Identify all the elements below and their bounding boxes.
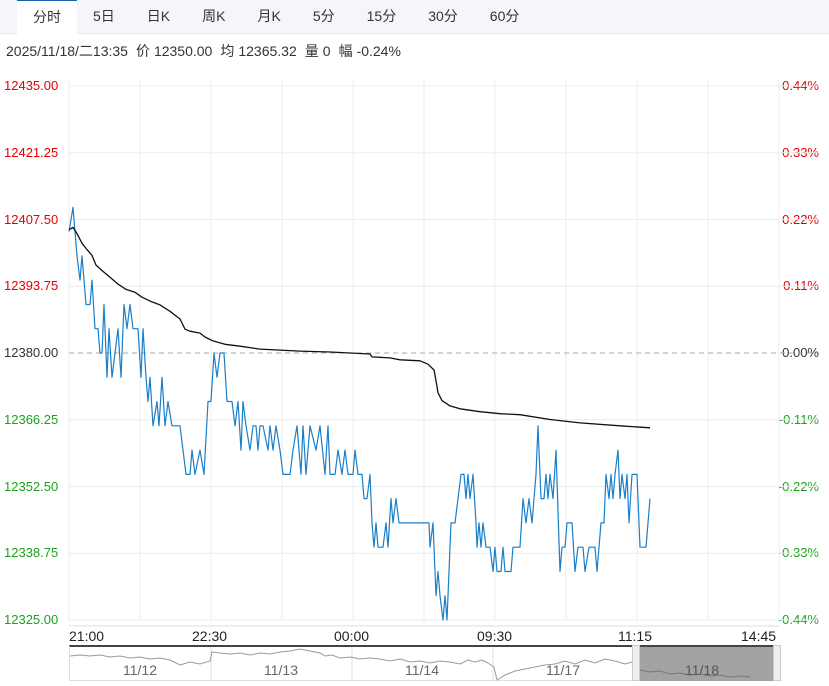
navigator-date: 11/18	[685, 662, 719, 678]
range-navigator[interactable]: 11/12 11/13 11/14 11/17 11/18	[69, 645, 781, 681]
x-tick-label: 21:00	[69, 628, 105, 644]
price-tick-label: 12338.75	[4, 545, 59, 561]
price-tick-label: 12380.00	[4, 345, 59, 360]
average-price-line	[68, 226, 651, 429]
navigator-date: 11/17	[546, 662, 580, 678]
price-tick-label: 12407.50	[4, 211, 59, 227]
x-tick-label: 09:30	[477, 628, 513, 644]
avg-value: 12365.32	[238, 43, 297, 59]
navigator-selection-sparkline	[640, 669, 751, 678]
change-label: 幅	[338, 43, 353, 59]
quote-info-bar: 2025/11/18/二13:35 价 12350.00 均 12365.32 量 0 幅 -0…	[6, 41, 409, 61]
navigator-date: 11/12	[123, 662, 157, 678]
x-tick-label: 00:00	[334, 628, 370, 644]
tab-5day[interactable]: 5日	[93, 8, 115, 24]
datetime: 2025/11/18/二13:35	[6, 43, 128, 59]
navigator-date: 11/14	[405, 662, 439, 678]
price-tick-label: 12352.50	[4, 478, 59, 494]
tab-intraday[interactable]: 分时	[17, 0, 77, 34]
tab-5min[interactable]: 5分	[312, 8, 335, 24]
navigator-date: 11/13	[264, 662, 298, 678]
tab-30min[interactable]: 30分	[428, 8, 458, 24]
avg-label: 均	[220, 43, 235, 59]
price-label: 价	[135, 43, 150, 59]
price-tick-label: 12393.75	[4, 278, 59, 294]
price-value: 12350.00	[153, 43, 213, 59]
price-tick-label: 12421.25	[4, 144, 59, 160]
tab-15min[interactable]: 15分	[366, 8, 397, 24]
period-tabs: 分时 5日 日K 周K 月K 5分 15分 30分 60分	[0, 0, 829, 34]
navigator-left-handle[interactable]	[632, 645, 640, 681]
tab-weekly-k[interactable]: 周K	[202, 8, 226, 24]
x-tick-label: 14:45	[741, 628, 777, 644]
navigator-sparkline	[70, 647, 641, 681]
tab-daily-k[interactable]: 日K	[146, 8, 171, 24]
navigator-selection[interactable]: 11/18	[640, 645, 774, 681]
price-tick-label: 12325.00	[4, 612, 59, 627]
change-value: -0.24%	[356, 43, 401, 59]
tab-monthly-k[interactable]: 月K	[257, 8, 281, 24]
x-tick-label: 11:15	[618, 628, 652, 644]
x-tick-label: 22:30	[192, 628, 228, 644]
navigator-right-handle[interactable]	[773, 645, 781, 681]
tab-60min[interactable]: 60分	[489, 8, 520, 24]
price-tick-label: 12435.00	[4, 78, 59, 93]
volume-value: 0	[322, 43, 331, 59]
price-line	[68, 206, 651, 621]
volume-label: 量	[304, 43, 319, 59]
price-tick-label: 12366.25	[4, 411, 59, 427]
